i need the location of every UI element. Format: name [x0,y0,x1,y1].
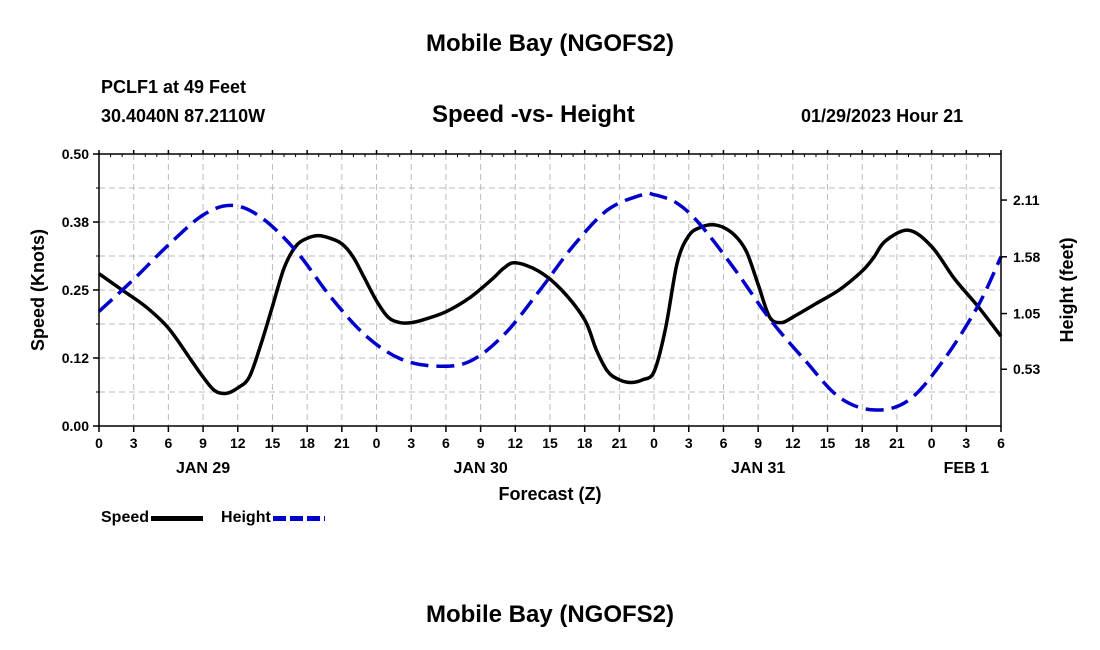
y-tick-label-right: 2.11 [1013,192,1040,208]
page-title: Mobile Bay (NGOFS2) [425,30,675,57]
x-tick-label: 3 [130,435,138,451]
legend-height-swatch [272,515,325,521]
series-line-height [97,191,1003,412]
y-tick-label-left: 0.12 [62,350,89,366]
x-tick-label: 12 [508,435,524,451]
y-axis-title-right: Height (feet) [1057,238,1077,343]
y-tick-label-left: 0.00 [62,418,89,434]
x-tick-label: 0 [95,435,103,451]
x-tick-label: 21 [889,435,905,451]
chart-subtitle: Speed -vs- Height [432,101,635,128]
x-tick-label: 9 [754,435,762,451]
forecast-datetime: 01/29/2023 Hour 21 [801,106,964,126]
x-tick-label: 21 [334,435,350,451]
ticks [93,150,1007,432]
x-tick-label: 3 [407,435,415,451]
x-tick-label: 15 [542,435,558,451]
date-label: JAN 31 [731,460,785,477]
series-line-speed [98,222,1003,396]
y-tick-label-right: 1.05 [1013,306,1040,322]
x-tick-label: 12 [785,435,801,451]
legend-speed-label: Speed [101,509,150,526]
x-tick-label: 0 [373,435,381,451]
x-tick-label: 18 [854,435,870,451]
x-tick-label: 9 [199,435,207,451]
x-tick-label: 21 [612,435,628,451]
x-tick-label: 6 [442,435,450,451]
x-tick-label: 6 [997,435,1005,451]
x-tick-label: 6 [720,435,728,451]
date-label: FEB 1 [944,460,989,477]
station-label: PCLF1 at 49 Feet [101,77,247,97]
x-tick-label: 18 [299,435,315,451]
x-tick-label: 9 [477,435,485,451]
tick-labels: 0 3 6 9 12 15 18 21 0 3 6 9 12 15 18 21 0 3 6 9 12 15 18 21 0 3 6 0… [62,146,1041,477]
x-tick-label: 18 [577,435,593,451]
x-tick-label: 0 [650,435,658,451]
x-tick-label: 3 [685,435,693,451]
x-tick-label: 0 [928,435,936,451]
y-tick-label-left: 0.25 [62,282,89,298]
x-tick-label: 6 [164,435,172,451]
x-tick-label: 3 [962,435,970,451]
y-axis-title-left: Speed (Knots) [28,229,48,351]
grid [99,154,1001,426]
y-tick-label-right: 1.58 [1013,249,1040,265]
y-tick-label-left: 0.38 [62,214,89,230]
x-tick-label: 12 [230,435,246,451]
series-layer [97,191,1003,412]
coordinates-label: 30.4040N 87.2110W [101,106,266,126]
legend-height-label: Height [221,509,271,526]
y-tick-label-left: 0.50 [62,146,89,162]
x-axis-title: Forecast (Z) [498,484,601,504]
legend: Speed Height [101,509,325,527]
y-tick-label-right: 0.53 [1013,361,1040,377]
date-label: JAN 30 [453,460,507,477]
x-tick-label: 15 [820,435,836,451]
page-title-repeat: Mobile Bay (NGOFS2) [425,601,675,628]
legend-speed-swatch [151,515,204,521]
date-label: JAN 29 [176,460,230,477]
x-tick-label: 15 [265,435,281,451]
